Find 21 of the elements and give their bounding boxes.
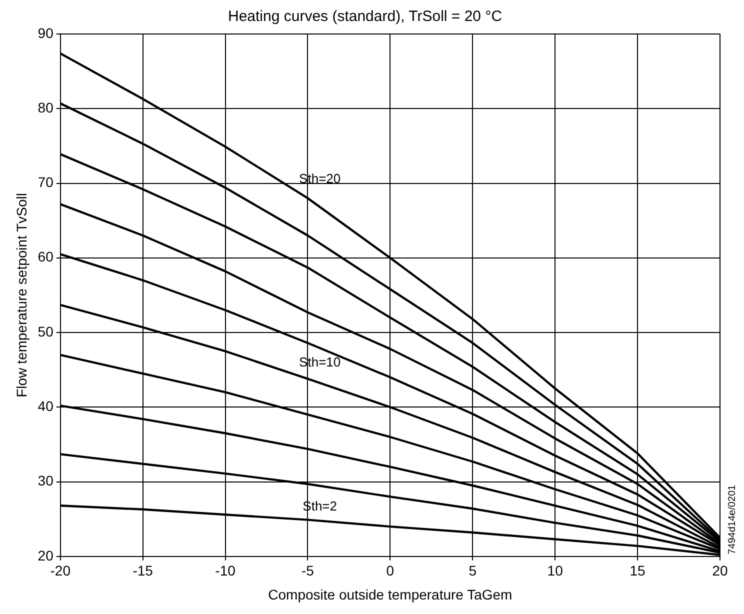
x-tick-label: 0 [386, 562, 394, 579]
x-tick-label: 5 [468, 562, 477, 579]
x-tick-label: -20 [50, 562, 71, 579]
y-tick-label: 90 [38, 24, 54, 41]
chart-title: Heating curves (standard), TrSoll = 20 °C [228, 8, 502, 26]
x-tick-label: 15 [630, 562, 646, 579]
text: 7494d14e/0201 [726, 484, 738, 554]
y-tick-label: 50 [38, 323, 54, 340]
x-tick-label: 10 [547, 562, 564, 579]
y-tick-label: 80 [38, 99, 54, 116]
y-tick-label: 70 [38, 174, 54, 190]
x-tick-label: 20 [712, 562, 728, 579]
x-tick-label: -15 [132, 562, 154, 579]
y-tick-label: 40 [38, 398, 54, 414]
x-axis-title: Composite outside temperature TaGem [268, 586, 512, 602]
x-tick-label: -5 [302, 562, 314, 579]
y-tick-label: 20 [38, 547, 54, 564]
y-axis-title: Flow temperature setpoint TvSoll [13, 193, 30, 398]
x-tick-label: -10 [215, 562, 236, 579]
y-tick-label: 60 [38, 248, 54, 265]
y-tick-label: 30 [38, 472, 54, 489]
